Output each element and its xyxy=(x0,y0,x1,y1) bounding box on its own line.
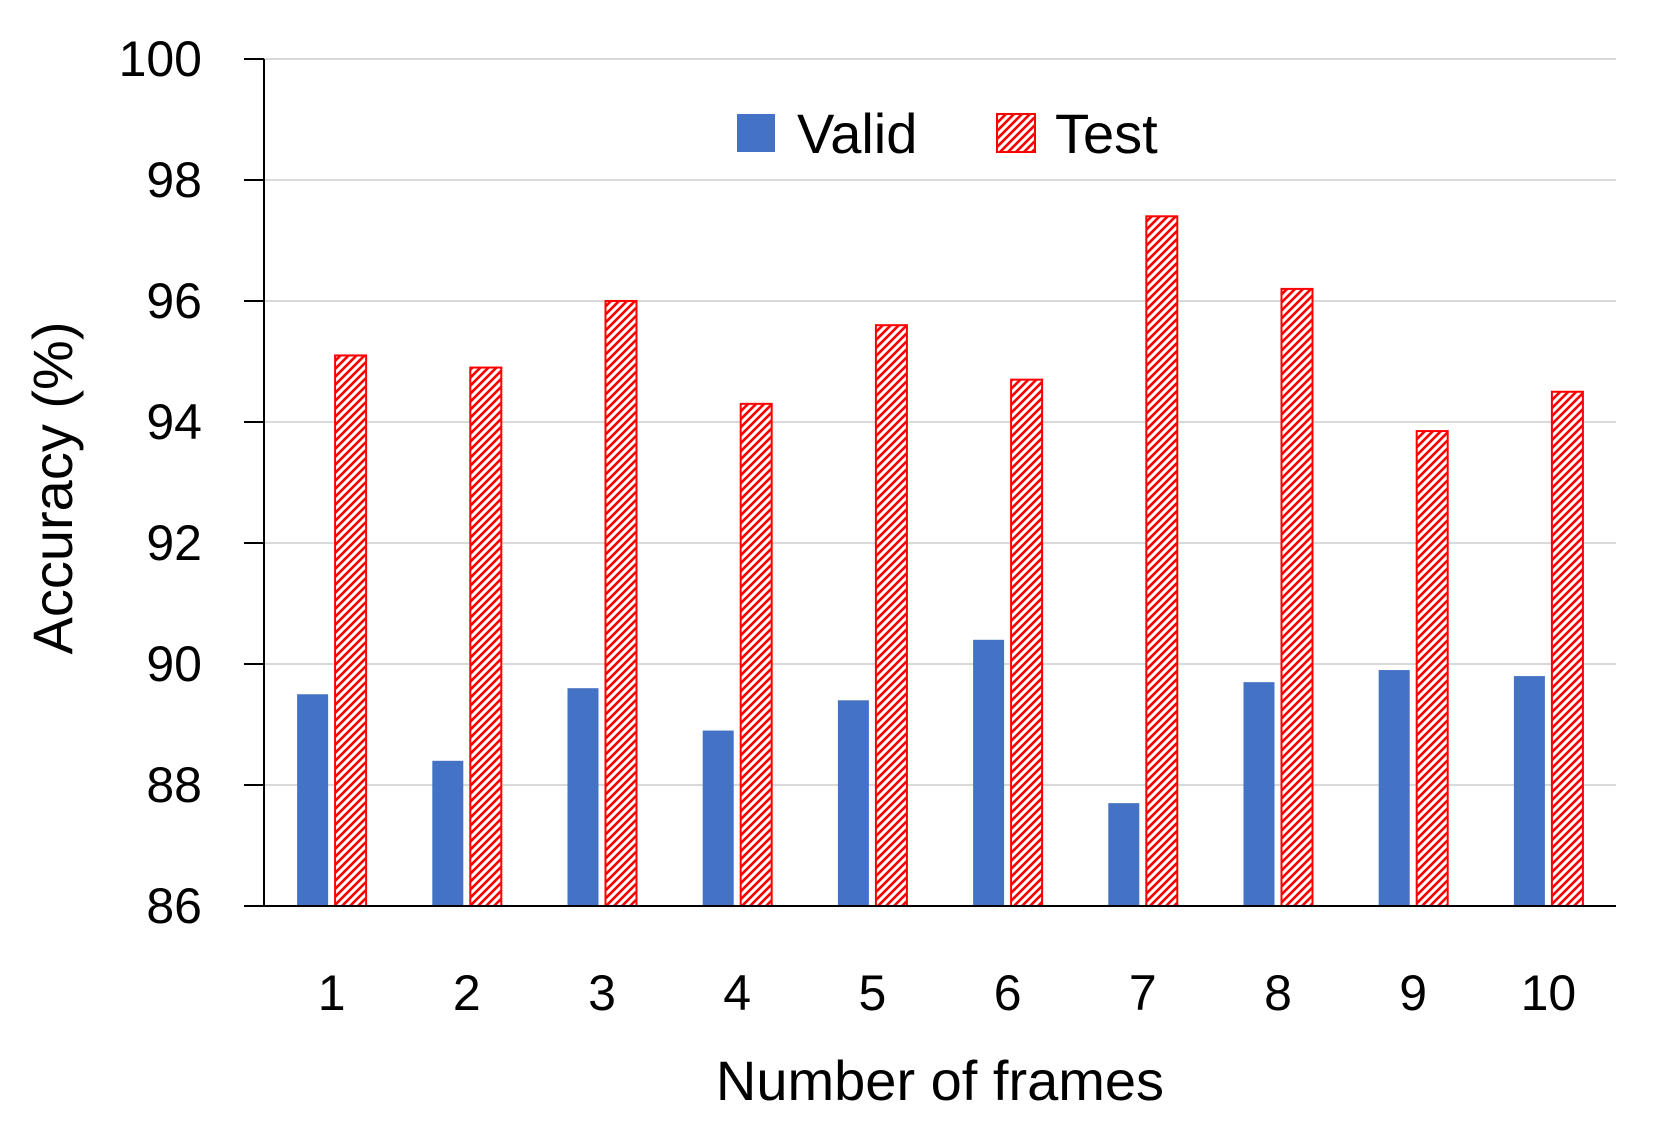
bar-valid-2 xyxy=(432,760,464,906)
bar-test-3 xyxy=(604,300,638,907)
x-tick-labels: 1 2 3 4 5 6 7 8 9 10 xyxy=(318,965,1577,1021)
bars xyxy=(297,215,1584,908)
axes xyxy=(244,58,1616,907)
bar-valid-8 xyxy=(1243,682,1275,906)
bar-valid-7 xyxy=(1108,803,1140,906)
x-tick-label: 10 xyxy=(1521,965,1577,1021)
bar-valid-10 xyxy=(1513,676,1545,906)
y-tick-label: 90 xyxy=(146,636,202,692)
bar-test-2 xyxy=(469,366,503,907)
bar-valid-1 xyxy=(297,694,329,906)
bar-valid-6 xyxy=(973,639,1005,906)
x-tick-label: 2 xyxy=(453,965,481,1021)
bar-test-1 xyxy=(334,354,368,907)
bar-test-4 xyxy=(739,402,773,907)
bar-test-9 xyxy=(1415,430,1449,907)
x-tick-label: 6 xyxy=(994,965,1022,1021)
legend-label-valid: Valid xyxy=(797,102,917,165)
x-axis-title: Number of frames xyxy=(716,1049,1164,1112)
bar-test-8 xyxy=(1280,287,1314,907)
y-tick-label: 96 xyxy=(146,273,202,329)
bar-test-7 xyxy=(1145,215,1179,908)
x-tick-label: 3 xyxy=(588,965,616,1021)
y-tick-label: 92 xyxy=(146,515,202,571)
x-tick-label: 9 xyxy=(1399,965,1427,1021)
bar-valid-9 xyxy=(1378,670,1410,906)
y-tick-label: 98 xyxy=(146,152,202,208)
y-tick-label: 88 xyxy=(146,757,202,813)
gridlines xyxy=(264,58,1616,786)
bar-test-10 xyxy=(1550,390,1584,907)
x-tick-label: 5 xyxy=(858,965,886,1021)
x-tick-label: 1 xyxy=(318,965,346,1021)
y-tick-label: 94 xyxy=(146,394,202,450)
x-tick-label: 4 xyxy=(723,965,751,1021)
bar-test-6 xyxy=(1010,378,1044,907)
x-tick-label: 7 xyxy=(1129,965,1157,1021)
bar-valid-3 xyxy=(567,688,599,906)
y-tick-label: 100 xyxy=(119,31,202,87)
bar-valid-5 xyxy=(837,700,869,906)
x-tick-label: 8 xyxy=(1264,965,1292,1021)
legend-swatch-test xyxy=(996,113,1036,153)
bar-test-5 xyxy=(874,324,908,907)
y-tick-labels: 86 88 90 92 94 96 98 100 xyxy=(119,31,202,934)
legend: Valid Test xyxy=(737,102,1158,165)
legend-label-test: Test xyxy=(1055,102,1158,165)
legend-swatch-valid xyxy=(737,114,775,152)
y-axis-title: Accuracy (%) xyxy=(21,322,84,655)
y-tick-label: 86 xyxy=(146,878,202,934)
bar-valid-4 xyxy=(702,730,734,906)
